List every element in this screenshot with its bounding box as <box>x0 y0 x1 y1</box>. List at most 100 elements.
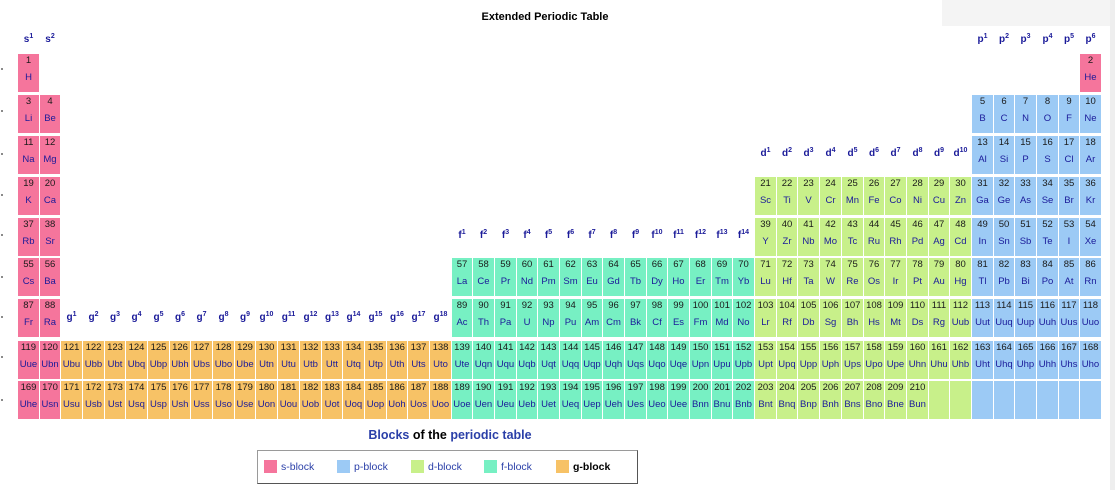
element-symbol[interactable]: Uqs <box>627 359 644 370</box>
element-symbol[interactable]: Pr <box>500 276 511 287</box>
element-cell-use[interactable]: 179 Use <box>235 381 255 419</box>
element-symbol[interactable]: Uoq <box>344 399 363 410</box>
element-cell-uqb[interactable]: 142 Uqb <box>517 341 537 379</box>
element-cell-uqp[interactable]: 145 Uqp <box>582 341 602 379</box>
element-cell-hs[interactable]: 108 Hs <box>864 299 884 337</box>
element-cell-v[interactable]: 23 V <box>798 177 819 215</box>
element-cell-rh[interactable]: 45 Rh <box>885 218 906 256</box>
element-cell-ush[interactable]: 176 Ush <box>170 381 190 419</box>
element-symbol[interactable]: P <box>1022 154 1029 165</box>
element-symbol[interactable]: Bun <box>909 399 926 410</box>
element-cell-mo[interactable]: 42 Mo <box>820 218 841 256</box>
element-symbol[interactable]: Ir <box>892 276 899 287</box>
element-cell-ne[interactable]: 10 Ne <box>1080 95 1101 133</box>
element-cell-uob[interactable]: 182 Uob <box>300 381 321 419</box>
element-cell-gd[interactable]: 64 Gd <box>603 258 624 296</box>
element-cell-ar[interactable]: 18 Ar <box>1080 136 1101 174</box>
element-cell-uut[interactable]: 113 Uut <box>972 299 993 337</box>
element-cell-ag[interactable]: 47 Ag <box>929 218 949 256</box>
element-symbol[interactable]: Uhe <box>19 399 38 410</box>
element-symbol[interactable]: Si <box>999 154 1009 165</box>
element-symbol[interactable]: Uon <box>257 399 276 410</box>
element-cell-uhs[interactable]: 167 Uhs <box>1059 341 1079 379</box>
element-cell-ueu[interactable]: 191 Ueu <box>495 381 516 419</box>
element-cell-utu[interactable]: 131 Utu <box>278 341 299 379</box>
element-symbol[interactable]: Li <box>24 113 33 124</box>
element-cell-re[interactable]: 75 Re <box>842 258 863 296</box>
element-cell-he[interactable]: 2 He <box>1080 54 1101 92</box>
element-symbol[interactable]: Bnp <box>800 399 817 410</box>
element-cell-uhq[interactable]: 164 Uhq <box>994 341 1014 379</box>
element-cell-uoo[interactable]: 188 Uoo <box>430 381 451 419</box>
element-cell-xe[interactable]: 54 Xe <box>1080 218 1101 256</box>
element-symbol[interactable]: Uqu <box>496 359 515 370</box>
element-symbol[interactable]: Uqn <box>474 359 493 370</box>
element-cell-es[interactable]: 99 Es <box>668 299 689 337</box>
element-symbol[interactable]: Po <box>1041 276 1054 287</box>
element-symbol[interactable]: N <box>1022 113 1029 124</box>
legend-label-p-block[interactable]: p-block <box>354 461 388 473</box>
element-symbol[interactable]: Ra <box>43 317 57 328</box>
element-symbol[interactable]: Ubo <box>214 359 233 370</box>
element-cell-po[interactable]: 84 Po <box>1037 258 1058 296</box>
element-cell-mt[interactable]: 109 Mt <box>885 299 906 337</box>
element-cell-uoh[interactable]: 186 Uoh <box>387 381 407 419</box>
element-cell-uuo[interactable]: 118 Uuo <box>1080 299 1101 337</box>
element-symbol[interactable]: Os <box>867 276 881 287</box>
element-symbol[interactable]: Al <box>978 154 987 165</box>
element-symbol[interactable]: Uue <box>19 359 38 370</box>
element-symbol[interactable]: Uen <box>474 399 493 410</box>
element-symbol[interactable]: La <box>456 276 468 287</box>
element-symbol[interactable]: F <box>1066 113 1072 124</box>
element-symbol[interactable]: Ubs <box>193 359 210 370</box>
element-cell-uqq[interactable]: 144 Uqq <box>560 341 581 379</box>
element-symbol[interactable]: H <box>25 72 32 83</box>
element-cell-ust[interactable]: 173 Ust <box>105 381 125 419</box>
element-cell-upo[interactable]: 158 Upo <box>864 341 884 379</box>
element-cell-ueb[interactable]: 192 Ueb <box>517 381 537 419</box>
element-cell-sg[interactable]: 106 Sg <box>820 299 841 337</box>
element-symbol[interactable]: Ubn <box>41 359 59 370</box>
element-cell-zn[interactable]: 30 Zn <box>950 177 971 215</box>
element-cell-utp[interactable]: 135 Utp <box>365 341 386 379</box>
element-cell-er[interactable]: 68 Er <box>690 258 711 296</box>
element-cell-ta[interactable]: 73 Ta <box>798 258 819 296</box>
element-symbol[interactable]: Lr <box>761 317 770 328</box>
element-symbol[interactable]: Xe <box>1084 236 1097 247</box>
element-cell-ubn[interactable]: 120 Ubn <box>40 341 60 379</box>
element-symbol[interactable]: Bi <box>1021 276 1030 287</box>
element-cell-uho[interactable]: 168 Uho <box>1080 341 1101 379</box>
element-symbol[interactable]: Ute <box>454 359 470 370</box>
element-symbol[interactable]: Db <box>802 317 815 328</box>
element-symbol[interactable]: Ueo <box>648 399 666 410</box>
element-cell-si[interactable]: 14 Si <box>994 136 1014 174</box>
element-cell-utq[interactable]: 134 Utq <box>343 341 364 379</box>
element-symbol[interactable]: Uqq <box>561 359 580 370</box>
element-cell-rn[interactable]: 86 Rn <box>1080 258 1101 296</box>
element-symbol[interactable]: He <box>1084 72 1097 83</box>
element-symbol[interactable]: Ubh <box>171 359 189 370</box>
element-cell-ues[interactable]: 197 Ues <box>625 381 646 419</box>
element-symbol[interactable]: Y <box>762 236 769 247</box>
element-cell-la[interactable]: 57 La <box>452 258 472 296</box>
element-symbol[interactable]: Bns <box>844 399 861 410</box>
element-cell-bnn[interactable]: 200 Bnn <box>690 381 711 419</box>
element-cell-upe[interactable]: 159 Upe <box>885 341 906 379</box>
element-symbol[interactable]: Ag <box>933 236 945 247</box>
element-cell-th[interactable]: 90 Th <box>473 299 494 337</box>
element-symbol[interactable]: Zr <box>782 236 792 247</box>
element-cell-bnb[interactable]: 202 Bnb <box>733 381 754 419</box>
element-symbol[interactable]: I <box>1067 236 1071 247</box>
element-cell-na[interactable]: 11 Na <box>18 136 39 174</box>
element-symbol[interactable]: Ho <box>672 276 685 287</box>
element-symbol[interactable]: Uhs <box>1060 359 1078 370</box>
element-symbol[interactable]: Usn <box>41 399 59 410</box>
element-cell-be[interactable]: 4 Be <box>40 95 60 133</box>
element-symbol[interactable]: Upb <box>734 359 753 370</box>
element-cell-uqh[interactable]: 146 Uqh <box>603 341 624 379</box>
element-symbol[interactable]: Ti <box>783 195 791 206</box>
element-cell-tc[interactable]: 43 Tc <box>842 218 863 256</box>
element-symbol[interactable]: Uet <box>541 399 556 410</box>
